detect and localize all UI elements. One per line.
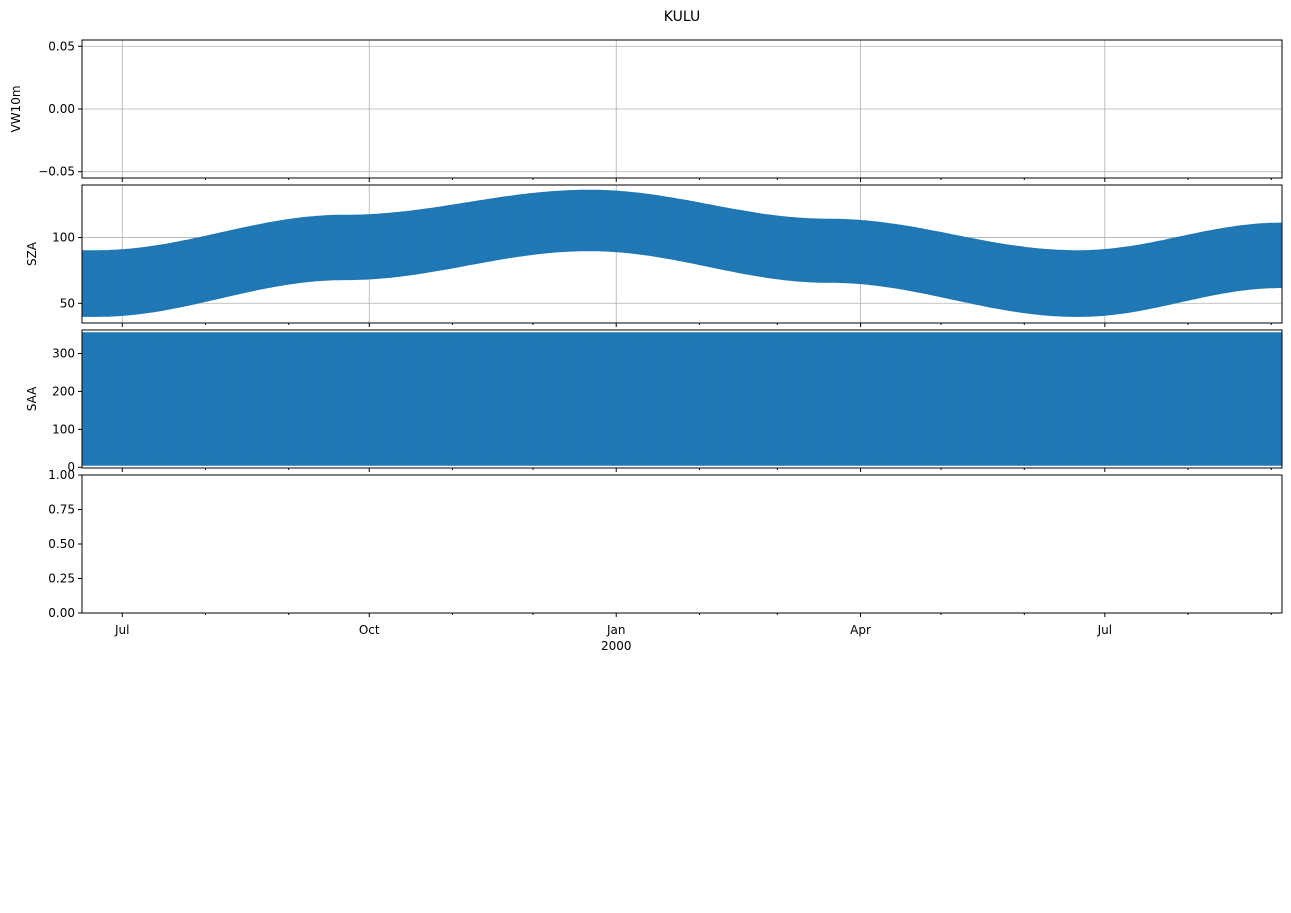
y-tick-label: 0: [67, 460, 75, 474]
series-band: [82, 189, 1282, 317]
y-tick-label: 0.00: [48, 606, 75, 620]
axes-layer: −0.050.000.05VW10m50100SZA0100200300SAA0…: [9, 39, 1283, 653]
y-tick-label: 1.00: [48, 468, 75, 482]
y-tick-label: 300: [52, 347, 75, 361]
y-tick-label: 0.50: [48, 537, 75, 551]
y-tick-label: 0.00: [48, 102, 75, 116]
x-tick-label: Jul: [114, 623, 129, 637]
figure-title: KULU: [664, 9, 700, 25]
axes-2: 50 100 SZA: [25, 184, 1283, 327]
y-tick-label: 0.05: [48, 39, 75, 53]
x-tick-label: Apr: [850, 623, 871, 637]
x-tick-label: Oct: [359, 623, 380, 637]
series-daily-lines: [82, 336, 1282, 462]
axes-4: 0.00 0.25 0.50 0.75 1.00 Jul Oct Jan Apr Jul 2000: [48, 468, 1283, 653]
y-tick-label: −0.05: [38, 165, 75, 179]
x-tick-label: Jul: [1097, 623, 1112, 637]
axes-frame: [81, 329, 1283, 469]
y-axis-label: VW10m: [9, 85, 23, 132]
y-tick-label: 0.75: [48, 503, 75, 517]
axes-frame: [81, 184, 1283, 324]
y-axis-label: SAA: [25, 386, 39, 411]
y-tick-label: 100: [52, 422, 75, 436]
y-tick-label: 100: [52, 231, 75, 245]
x-year-label: 2000: [601, 639, 632, 653]
axes-1: −0.05 0.00 0.05 VW10m: [9, 39, 1283, 182]
series-band: [82, 332, 1282, 466]
x-tick-label: Jan: [606, 623, 626, 637]
y-tick-label: 200: [52, 384, 75, 398]
y-tick-label: 0.25: [48, 572, 75, 586]
series-daily-lines: [82, 194, 1282, 313]
axes-3: 0 100 200 300 SAA: [25, 329, 1283, 474]
y-tick-label: 50: [60, 296, 75, 310]
y-axis-label: SZA: [25, 241, 39, 266]
